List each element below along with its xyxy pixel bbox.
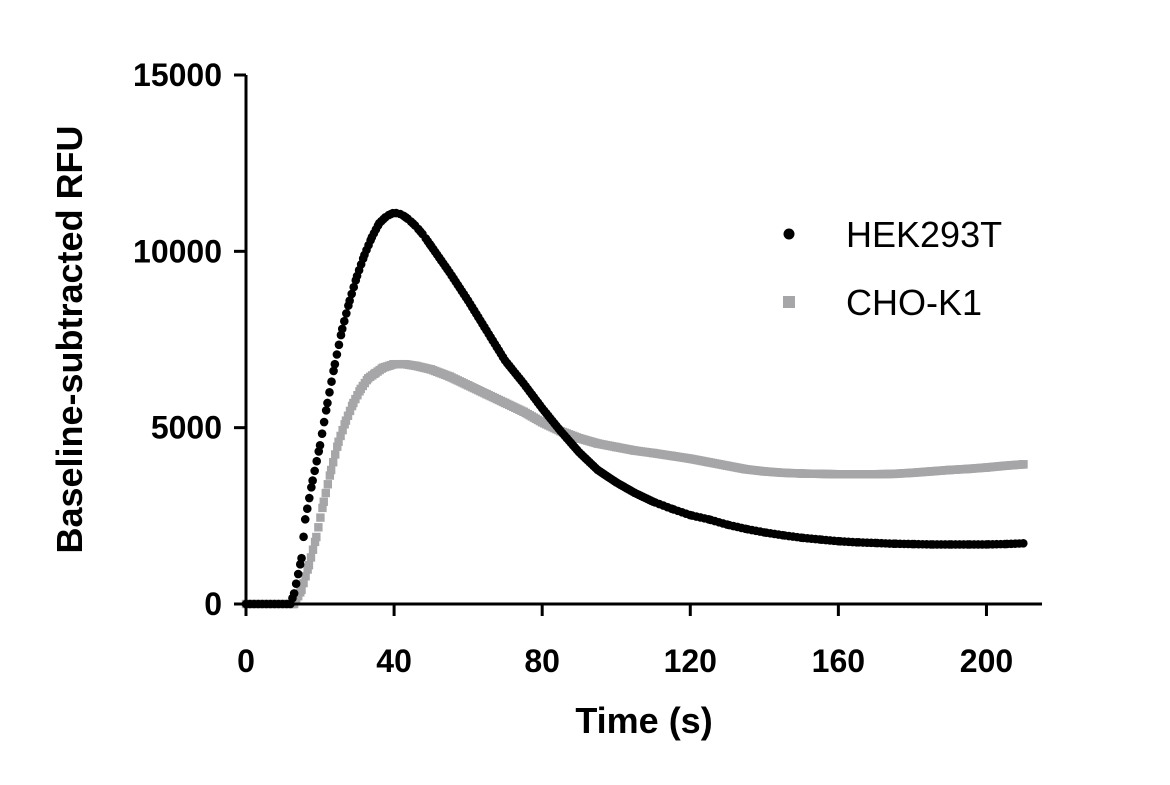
hek293t-point bbox=[342, 309, 351, 318]
hek293t-point bbox=[299, 532, 308, 542]
cho-k1-point bbox=[323, 480, 333, 489]
hek293t-point bbox=[302, 504, 312, 513]
y-tick-label: 5000 bbox=[151, 410, 222, 446]
hek293t-point bbox=[319, 417, 329, 427]
hek293t-point bbox=[323, 398, 332, 408]
y-tick-label: 10000 bbox=[133, 233, 222, 269]
cho-k1-point bbox=[299, 578, 308, 588]
cho-k1-point bbox=[297, 585, 306, 595]
legend-label-hek293t: HEK293T bbox=[846, 214, 1002, 255]
cho-k1-point bbox=[304, 561, 314, 570]
y-axis-ticks: 0 5000 10000 15000 bbox=[133, 57, 246, 622]
cho-k1-point bbox=[303, 565, 312, 574]
x-tick-label: 40 bbox=[376, 643, 412, 679]
cho-k1-point bbox=[331, 450, 340, 459]
hek293t-point bbox=[330, 359, 340, 369]
hek293t-point bbox=[347, 289, 357, 299]
x-tick-label: 200 bbox=[960, 643, 1013, 679]
hek293t-point bbox=[345, 296, 354, 306]
cho-k1-point bbox=[314, 523, 323, 532]
cho-k1-point bbox=[345, 406, 355, 416]
hek293t-point bbox=[334, 340, 344, 350]
hek293t-point bbox=[310, 466, 319, 476]
hek293t-point bbox=[329, 366, 338, 376]
cho-k1-point bbox=[321, 488, 330, 498]
hek293t-point bbox=[305, 493, 314, 503]
cho-k1-point bbox=[301, 572, 310, 581]
cho-k1-point bbox=[319, 497, 328, 506]
hek293t-point bbox=[308, 476, 317, 485]
hek293t-point bbox=[321, 406, 331, 415]
x-tick-label: 0 bbox=[237, 643, 255, 679]
cho-k1-point bbox=[333, 442, 342, 451]
x-axis-title: Time (s) bbox=[575, 700, 712, 741]
legend-marker-hek293t bbox=[783, 228, 795, 240]
cho-k1-point bbox=[334, 437, 343, 446]
hek293t-point bbox=[339, 316, 349, 326]
cho-k1-point bbox=[306, 553, 316, 562]
x-tick-label: 120 bbox=[664, 643, 717, 679]
hek293t-point bbox=[332, 350, 342, 359]
hek293t-point bbox=[349, 282, 359, 292]
hek293t-point bbox=[1019, 539, 1028, 548]
cho-k1-point bbox=[308, 545, 318, 554]
hek293t-point bbox=[317, 429, 327, 438]
x-axis-ticks: 0 40 80 120 160 200 bbox=[237, 604, 1013, 679]
hek293t-point bbox=[337, 324, 347, 334]
hek293t-point bbox=[307, 483, 316, 492]
hek293t-point bbox=[291, 579, 301, 589]
plot-area bbox=[241, 208, 1028, 609]
hek293t-point bbox=[297, 553, 306, 563]
cho-k1-point bbox=[328, 458, 338, 467]
y-tick-label: 0 bbox=[204, 586, 222, 622]
cho-k1-point bbox=[343, 411, 353, 420]
cho-k1-point bbox=[318, 503, 327, 513]
hek293t-point bbox=[300, 515, 310, 524]
hek293t-point bbox=[293, 569, 303, 579]
hek293t-point bbox=[289, 589, 299, 598]
cho-k1-point bbox=[341, 416, 351, 425]
x-tick-label: 160 bbox=[812, 643, 865, 679]
cho-k1-point bbox=[310, 537, 320, 547]
cho-k1-point bbox=[338, 425, 347, 435]
y-tick-label: 15000 bbox=[133, 57, 222, 93]
legend-marker-cho-k1 bbox=[783, 296, 795, 308]
y-axis-title: Baseline-subtracted RFU bbox=[49, 125, 90, 553]
legend-label-cho-k1: CHO-K1 bbox=[846, 282, 982, 323]
cho-k1-point bbox=[312, 532, 321, 542]
cho-k1-point bbox=[1019, 460, 1028, 469]
cho-k1-point bbox=[326, 465, 336, 475]
legend: HEK293T CHO-K1 bbox=[783, 214, 1002, 323]
hek293t-point bbox=[312, 456, 322, 466]
cho-k1-point bbox=[325, 471, 335, 480]
hek293t-point bbox=[315, 441, 325, 450]
cho-k1-point bbox=[336, 431, 345, 441]
cho-k1-point bbox=[316, 513, 325, 522]
hek293t-point bbox=[325, 388, 334, 397]
x-tick-label: 80 bbox=[524, 643, 560, 679]
hek293t-point bbox=[327, 377, 336, 386]
